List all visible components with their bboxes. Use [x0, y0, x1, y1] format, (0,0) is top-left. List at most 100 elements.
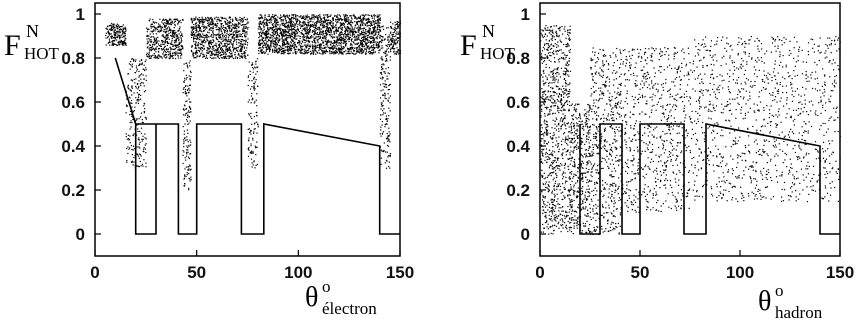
data-point — [223, 29, 225, 31]
data-point — [336, 51, 338, 53]
data-point — [391, 37, 393, 39]
data-point — [351, 32, 354, 34]
data-point — [149, 57, 151, 59]
data-point — [363, 27, 365, 29]
data-point — [220, 37, 222, 39]
data-point — [565, 154, 567, 156]
data-point — [289, 46, 291, 48]
data-point — [371, 45, 373, 47]
data-point — [382, 114, 384, 116]
data-point — [226, 33, 228, 35]
data-point — [338, 18, 340, 20]
data-point — [293, 18, 295, 20]
data-point — [285, 29, 287, 31]
data-point — [148, 38, 150, 40]
data-point — [287, 49, 289, 51]
data-point — [185, 85, 187, 87]
data-point — [139, 63, 141, 65]
data-point — [319, 28, 321, 30]
data-point — [312, 36, 314, 38]
data-point — [385, 115, 387, 117]
data-point — [220, 38, 222, 40]
data-point — [130, 102, 132, 104]
data-point — [205, 26, 207, 28]
data-point — [131, 94, 133, 96]
data-point — [165, 25, 167, 27]
data-point — [299, 35, 301, 38]
data-point — [200, 39, 202, 41]
data-point — [378, 42, 380, 44]
data-point — [287, 22, 289, 24]
data-point — [230, 18, 232, 20]
data-point — [167, 21, 169, 23]
data-point — [231, 52, 233, 54]
data-point — [307, 25, 310, 27]
data-point — [351, 21, 353, 23]
data-point — [363, 45, 366, 47]
data-point — [386, 123, 388, 125]
data-point — [207, 51, 209, 53]
data-point — [214, 17, 216, 19]
data-point — [202, 21, 204, 23]
data-point — [238, 19, 240, 21]
data-point — [253, 86, 255, 88]
data-point — [279, 51, 281, 53]
data-point — [394, 48, 396, 50]
data-point — [554, 217, 556, 219]
data-point — [214, 44, 216, 46]
data-point — [233, 37, 235, 39]
data-point — [158, 48, 161, 50]
data-point — [366, 23, 368, 25]
data-point — [245, 39, 247, 41]
data-point — [275, 50, 277, 52]
data-point — [123, 44, 125, 46]
data-point — [278, 47, 280, 49]
data-point — [257, 126, 259, 128]
data-point — [220, 24, 222, 26]
data-point — [147, 46, 149, 48]
data-point — [300, 52, 302, 54]
data-point — [227, 23, 229, 25]
data-point — [146, 52, 148, 54]
data-point — [264, 37, 266, 39]
data-point — [378, 49, 380, 51]
data-point — [232, 24, 234, 26]
data-point — [221, 18, 223, 20]
data-point — [546, 130, 548, 132]
data-point — [549, 54, 551, 56]
data-point — [322, 52, 324, 54]
data-point — [385, 59, 388, 61]
data-point — [379, 72, 381, 74]
data-point — [558, 143, 560, 145]
data-point — [388, 40, 390, 42]
data-point — [125, 38, 127, 40]
data-point — [552, 138, 554, 140]
data-point — [265, 37, 267, 39]
data-point — [244, 53, 246, 55]
data-point — [292, 21, 294, 23]
data-point — [175, 31, 177, 33]
data-point — [234, 30, 236, 32]
data-point — [379, 49, 381, 51]
data-point — [368, 27, 370, 29]
data-point — [186, 116, 189, 118]
data-point — [377, 41, 379, 43]
data-point — [569, 91, 571, 93]
data-point — [350, 29, 352, 31]
data-point — [272, 45, 274, 47]
data-point — [302, 17, 304, 19]
data-point — [554, 182, 556, 184]
data-point — [200, 44, 202, 46]
data-point — [252, 164, 254, 166]
data-point — [294, 37, 296, 39]
data-point — [568, 177, 570, 179]
data-point — [130, 99, 133, 102]
data-point — [319, 23, 322, 25]
data-point — [352, 48, 354, 50]
data-point — [298, 44, 300, 46]
data-point — [370, 32, 372, 34]
data-point — [225, 22, 227, 24]
data-point — [384, 94, 386, 96]
data-point — [544, 33, 547, 35]
data-point — [146, 31, 148, 33]
